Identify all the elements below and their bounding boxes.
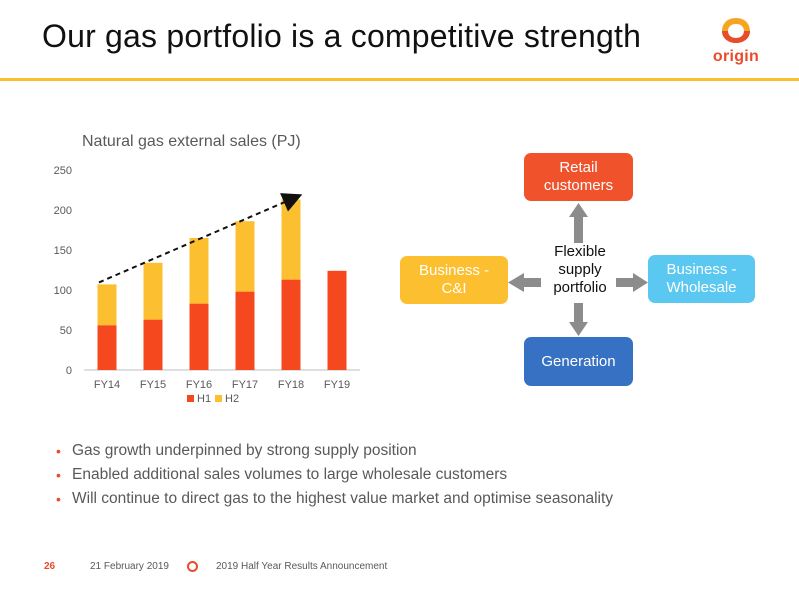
x-tick-label: FY17 — [232, 379, 258, 391]
origin-logo: origin — [706, 12, 766, 72]
logo-wordmark: origin — [712, 48, 760, 65]
bar-h1-fy16 — [189, 303, 209, 370]
chart-legend: H1 H2 — [187, 393, 239, 405]
footer-date: 21 February 2019 — [90, 561, 169, 572]
bar-h2-fy14 — [97, 284, 117, 326]
bar-h2-fy18 — [281, 199, 301, 280]
node-retail-customers: Retail customers — [524, 153, 633, 201]
legend-swatch-h2 — [215, 395, 222, 402]
bullet-item: • Will continue to direct gas to the high… — [54, 487, 613, 511]
arrow-left-to-business-ci — [508, 273, 541, 292]
y-tick-label: 100 — [54, 285, 72, 297]
legend-swatch-h1 — [187, 395, 194, 402]
bar-chart: 0 50 100 150 200 250 FY14 FY15 FY16 FY17 FY18 FY19… — [54, 165, 360, 405]
hub-flexible-supply-portfolio: Flexible supply portfolio — [553, 243, 607, 296]
chart-title: Natural gas external sales (PJ) — [82, 133, 301, 150]
y-tick-label: 250 — [54, 165, 72, 177]
bullet-list: • Gas growth underpinned by strong supply… — [54, 439, 613, 511]
y-tick-label: 150 — [54, 245, 72, 257]
header-rule — [0, 78, 799, 81]
x-tick-label: FY19 — [324, 379, 350, 391]
bullet-text: Enabled additional sales volumes to larg… — [72, 466, 508, 483]
bar-h2-fy17 — [235, 221, 255, 292]
bullet-text: Will continue to direct gas to the highe… — [72, 490, 614, 507]
node-business-ci-label: Business - C&I — [418, 262, 490, 297]
page-number: 26 — [44, 561, 56, 572]
node-business-wholesale-label: Business - Wholesale — [666, 261, 737, 296]
bullet-dot-icon: • — [56, 491, 61, 507]
bar-h2-fy15 — [143, 262, 163, 320]
node-business-wholesale: Business - Wholesale — [648, 255, 755, 303]
node-generation-label: Generation — [541, 352, 616, 370]
node-business-ci: Business - C&I — [400, 256, 508, 304]
legend-label-h2: H2 — [225, 393, 239, 405]
y-axis: 0 50 100 150 200 250 — [54, 165, 72, 377]
bullet-dot-icon: • — [56, 467, 61, 483]
slide-title: Our gas portfolio is a competitive stren… — [42, 18, 642, 54]
bullet-text: Gas growth underpinned by strong supply … — [72, 442, 417, 459]
ring-icon — [187, 561, 198, 572]
origin-logo-icon — [722, 18, 750, 43]
bar-h1-fy19 — [327, 270, 347, 370]
y-tick-label: 200 — [54, 205, 72, 217]
x-tick-label: FY16 — [186, 379, 212, 391]
node-retail-label: Retail customers — [543, 159, 614, 194]
x-tick-label: FY15 — [140, 379, 166, 391]
bullet-item: • Gas growth underpinned by strong supply… — [54, 439, 613, 463]
x-tick-label: FY14 — [94, 379, 120, 391]
bar-h1-fy15 — [143, 319, 163, 370]
bar-h1-fy14 — [97, 325, 117, 370]
bars — [97, 199, 347, 370]
arrow-up-to-retail — [569, 203, 588, 243]
y-tick-label: 0 — [66, 365, 72, 377]
arrow-right-to-business-wholesale — [616, 273, 648, 292]
y-tick-label: 50 — [60, 325, 72, 337]
bullet-item: • Enabled additional sales volumes to lar… — [54, 463, 613, 487]
x-axis: FY14 FY15 FY16 FY17 FY18 FY19 — [94, 379, 350, 391]
bar-h2-fy16 — [189, 238, 209, 304]
bar-h1-fy18 — [281, 279, 301, 370]
footer-event: 2019 Half Year Results Announcement — [216, 561, 388, 572]
arrow-down-to-generation — [569, 303, 588, 336]
x-tick-label: FY18 — [278, 379, 304, 391]
node-generation: Generation — [524, 337, 633, 386]
bullet-dot-icon: • — [56, 443, 61, 459]
legend-label-h1: H1 — [197, 393, 211, 405]
bar-h1-fy17 — [235, 291, 255, 370]
